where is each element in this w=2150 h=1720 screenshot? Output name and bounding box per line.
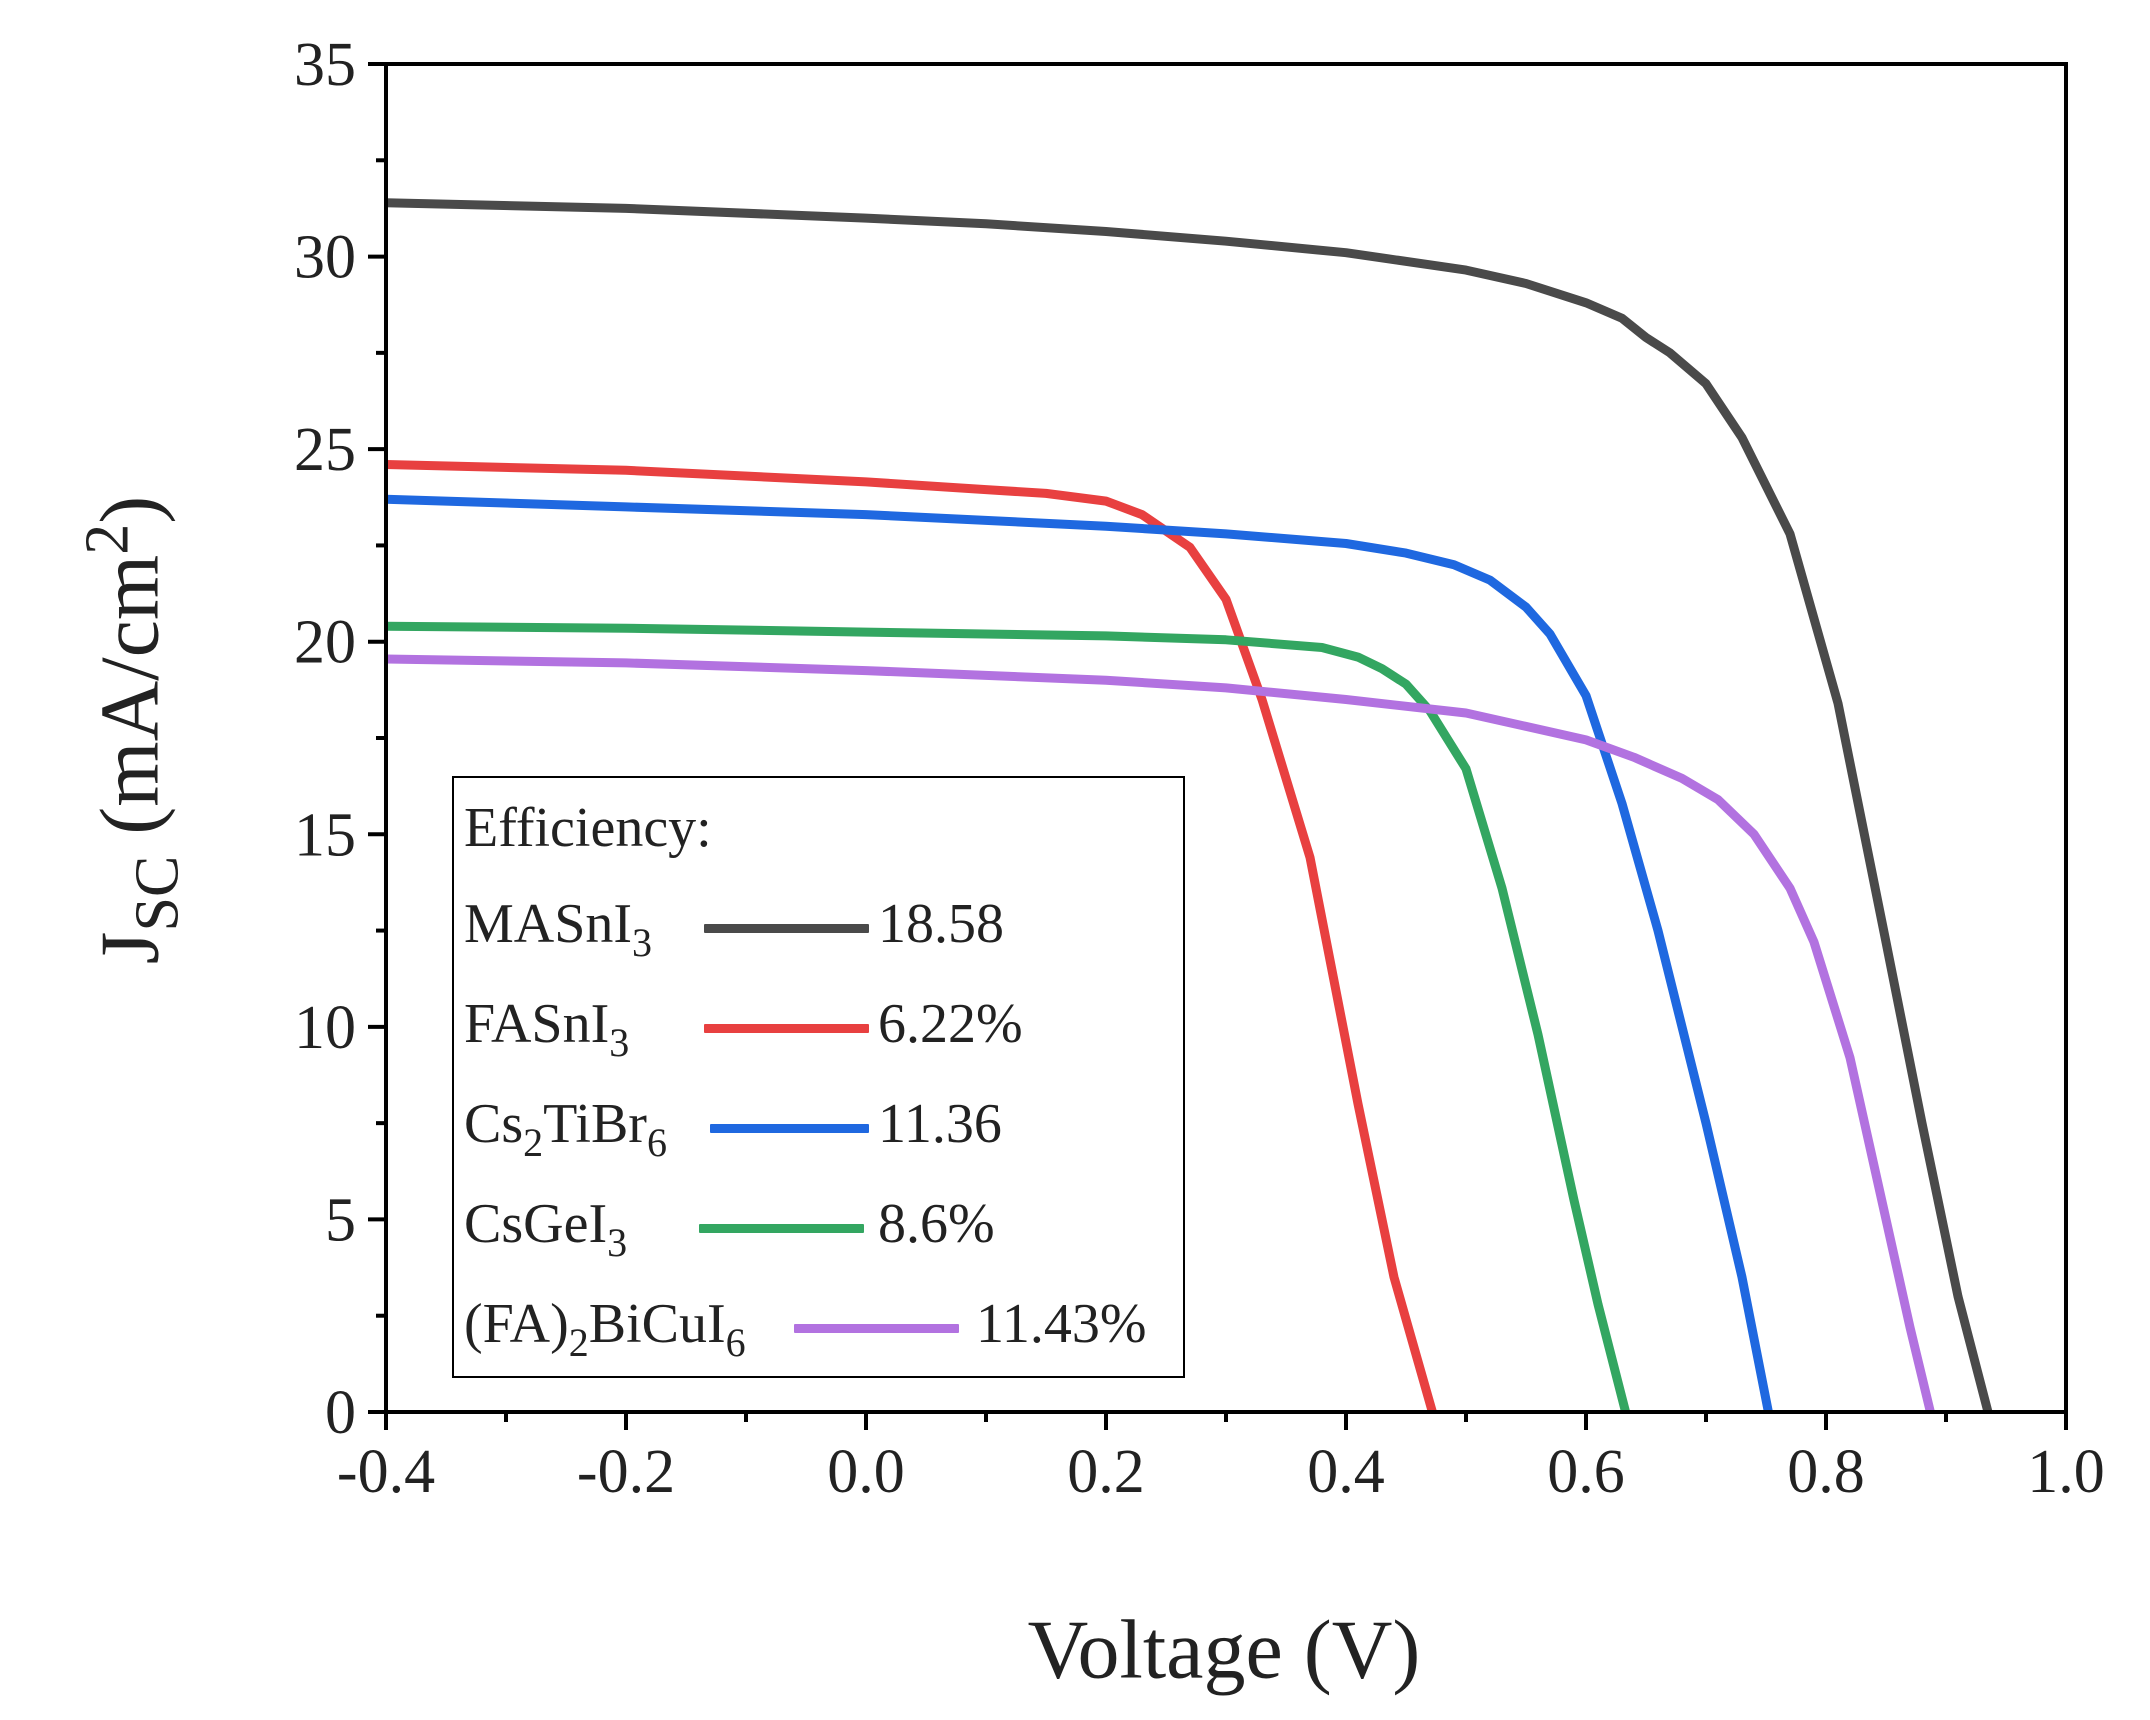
y-tick-label: 25	[294, 416, 356, 484]
legend-title: Efficiency:	[464, 797, 712, 859]
legend-value: 11.36	[878, 1093, 1002, 1155]
series-line-4	[385, 654, 1935, 1414]
y-axis-label: JSC (mA/cm2)	[73, 495, 192, 965]
legend-line-swatch	[704, 1024, 869, 1033]
legend-label: MASnI3	[464, 893, 653, 965]
legend-entry-fasni3: FASnI3 6.22%	[454, 978, 1183, 1068]
x-tick-label: -0.4	[337, 1438, 435, 1506]
x-tick-label: -0.2	[577, 1438, 675, 1506]
ticklabel-layer: -0.4 -0.2 0.0 0.2 0.4 0.6 0.8 1.0 0 5 10 15 20 25 30 35	[294, 31, 2105, 1506]
y-tick-label: 10	[294, 994, 356, 1062]
series-line-3	[385, 621, 1630, 1414]
legend-label: (FA)2BiCuI6	[464, 1293, 746, 1365]
series-line-0	[385, 198, 1993, 1414]
legend-value: 6.22%	[878, 993, 1023, 1055]
y-tick-label: 15	[294, 801, 356, 869]
y-tick-label: 5	[325, 1186, 356, 1254]
legend-line-swatch	[710, 1124, 869, 1133]
x-tick-label: 0.6	[1547, 1438, 1625, 1506]
legend-entry-fa2bicui6: (FA)2BiCuI6 11.43%	[454, 1278, 1183, 1368]
y-tick-label: 35	[294, 31, 356, 99]
legend-value: 18.58	[878, 893, 1004, 955]
x-tick-label: 0.2	[1067, 1438, 1145, 1506]
y-tick-label: 30	[294, 224, 356, 292]
legend-label: FASnI3	[464, 993, 630, 1065]
y-tick-label: 0	[325, 1379, 356, 1447]
legend-label: Cs2TiBr6	[464, 1093, 667, 1165]
legend-entry-masni3: MASnI3 18.58	[454, 878, 1183, 968]
legend-entry-csgei3: CsGeI3 8.6%	[454, 1178, 1183, 1268]
legend-line-swatch	[704, 924, 869, 933]
series-line-2	[385, 494, 1773, 1413]
x-tick-label: 1.0	[2027, 1438, 2105, 1506]
legend-line-swatch	[794, 1324, 959, 1333]
legend-value: 11.43%	[976, 1293, 1147, 1355]
legend-line-swatch	[699, 1224, 864, 1233]
legend-entry-cs2tibr6: Cs2TiBr6 11.36	[454, 1078, 1183, 1168]
legend-label: CsGeI3	[464, 1193, 628, 1265]
tick-layer	[368, 62, 2068, 1430]
y-tick-label: 20	[294, 609, 356, 677]
series-layer	[385, 198, 1993, 1414]
x-tick-label: 0.0	[827, 1438, 905, 1506]
x-tick-label: 0.8	[1787, 1438, 1865, 1506]
x-tick-label: 0.4	[1307, 1438, 1385, 1506]
x-axis-label: Voltage (V)	[1027, 1603, 1421, 1697]
legend-value: 8.6%	[878, 1193, 995, 1255]
legend: Efficiency: MASnI3 18.58 FASnI3 6.22% Cs…	[452, 776, 1185, 1378]
